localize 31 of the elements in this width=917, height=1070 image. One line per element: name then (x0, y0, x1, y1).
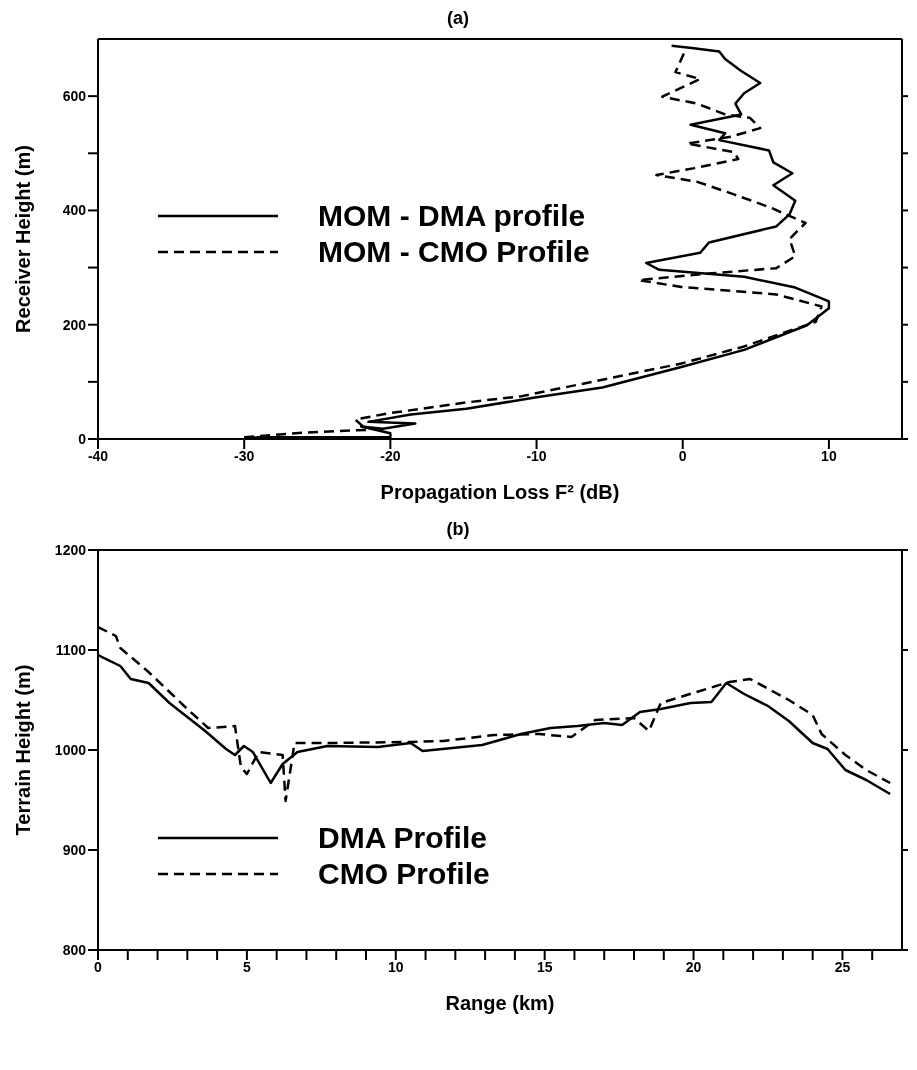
y-tick-label: 1200 (54, 541, 87, 558)
x-tick-label: 15 (536, 958, 553, 975)
chart-title: (a) (446, 8, 470, 29)
x-axis-title: Propagation Loss F² (dB) (380, 481, 620, 503)
x-tick-label: 10 (387, 958, 404, 975)
x-tick-label: 10 (821, 447, 837, 464)
x-tick-label: -10 (526, 447, 547, 464)
x-tick-label: -40 (87, 447, 109, 464)
legend-label: CMO Profile (318, 855, 490, 892)
x-axis-title: Range (km) (445, 992, 555, 1014)
x-tick-label: 25 (834, 958, 851, 975)
x-tick-label: 20 (685, 958, 702, 975)
x-tick-label: 0 (94, 958, 103, 975)
y-axis-title: Receiver Height (m) (12, 145, 35, 333)
legend-label: DMA Profile (318, 819, 487, 856)
x-tick-label: -30 (234, 447, 255, 464)
chart-title: (b) (445, 519, 471, 540)
y-tick-label: 900 (62, 841, 87, 858)
y-tick-label: 0 (78, 430, 87, 447)
x-tick-label: -20 (380, 447, 401, 464)
x-tick-label: 0 (678, 447, 687, 464)
x-tick-label: 5 (242, 958, 251, 975)
y-tick-label: 800 (62, 941, 87, 958)
legend-label: MOM - DMA profile (318, 198, 586, 235)
y-tick-label: 1000 (54, 741, 87, 758)
y-tick-label: 600 (62, 88, 87, 105)
legend-label: MOM - CMO Profile (318, 234, 590, 271)
y-tick-label: 400 (62, 202, 87, 219)
y-axis-title: Terrain Height (m) (12, 664, 35, 836)
y-tick-label: 1100 (55, 641, 87, 658)
y-tick-label: 200 (62, 316, 87, 333)
